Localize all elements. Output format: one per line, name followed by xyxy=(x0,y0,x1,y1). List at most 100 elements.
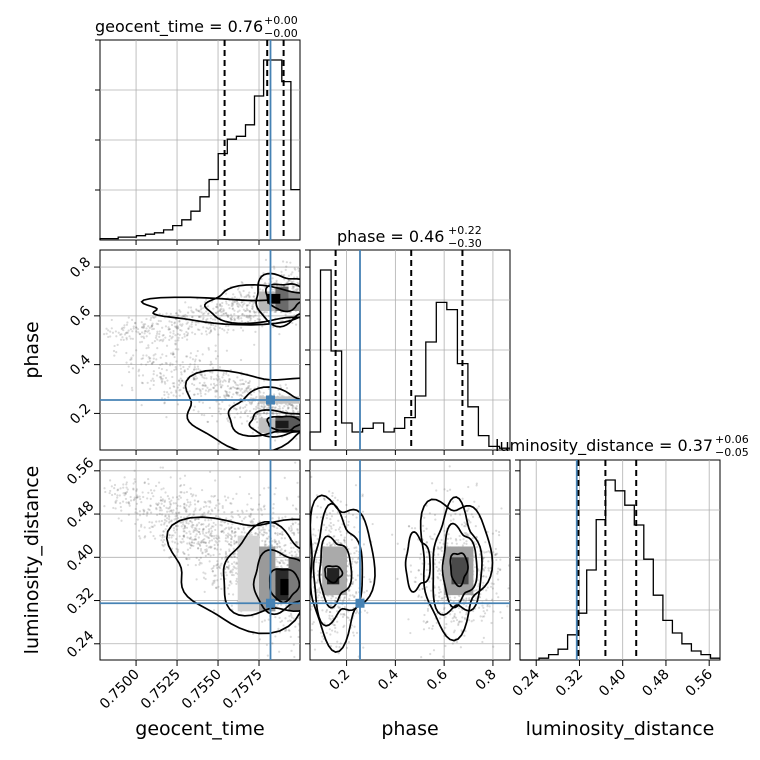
scatter-point xyxy=(166,510,169,513)
contour-group xyxy=(404,531,431,593)
scatter-point xyxy=(219,572,223,575)
scatter-point xyxy=(251,431,254,434)
scatter-point xyxy=(131,367,135,370)
scatter-point xyxy=(463,521,466,524)
scatter-point xyxy=(452,619,455,623)
scatter-point xyxy=(225,565,228,569)
scatter-point xyxy=(173,385,176,389)
scatter-point xyxy=(114,330,117,333)
scatter-point xyxy=(347,511,351,515)
scatter-point xyxy=(214,350,217,353)
scatter-point xyxy=(169,502,172,505)
scatter-point xyxy=(210,530,214,533)
scatter-point xyxy=(278,561,281,565)
scatter-point xyxy=(171,540,174,543)
scatter-point xyxy=(178,494,181,498)
scatter-point xyxy=(221,400,224,403)
scatter-point xyxy=(236,310,239,313)
scatter-point xyxy=(334,626,337,630)
scatter-point xyxy=(233,555,236,558)
scatter-point xyxy=(334,630,337,633)
scatter-point xyxy=(245,314,249,317)
scatter-point xyxy=(216,579,219,582)
scatter-point xyxy=(275,546,279,549)
scatter-point xyxy=(338,661,340,663)
scatter-point xyxy=(284,409,288,412)
scatter-point xyxy=(175,326,178,329)
scatter-point xyxy=(199,544,202,547)
scatter-point xyxy=(330,543,334,546)
scatter-point xyxy=(130,356,133,359)
scatter-point xyxy=(242,528,245,531)
scatter-point xyxy=(227,496,230,499)
scatter-point xyxy=(149,504,152,507)
scatter-point xyxy=(507,587,510,590)
scatter-point xyxy=(181,336,184,340)
scatter-point xyxy=(200,311,203,314)
scatter-point xyxy=(157,481,161,484)
scatter-point xyxy=(166,379,169,382)
scatter-point xyxy=(433,562,436,566)
scatter-point xyxy=(337,541,340,544)
scatter-point xyxy=(192,393,196,396)
scatter-point xyxy=(459,646,462,649)
scatter-point xyxy=(132,482,135,485)
scatter-point xyxy=(270,288,274,291)
scatter-point xyxy=(247,385,250,388)
scatter-point xyxy=(273,540,276,543)
scatter-point xyxy=(145,347,148,350)
scatter-point xyxy=(217,442,221,445)
scatter-point xyxy=(283,562,286,565)
scatter-point xyxy=(494,552,497,556)
scatter-point xyxy=(266,654,269,657)
scatter-point xyxy=(241,391,244,394)
scatter-point xyxy=(140,501,143,504)
scatter-point xyxy=(207,348,211,351)
scatter-point xyxy=(355,516,358,519)
scatter-point xyxy=(235,540,238,544)
scatter-point xyxy=(250,393,253,397)
y-tick-label: 0.32 xyxy=(64,585,97,618)
scatter-point xyxy=(294,521,297,524)
scatter-point xyxy=(182,534,185,538)
scatter-point xyxy=(280,394,284,397)
scatter-point xyxy=(182,551,185,554)
scatter-point xyxy=(124,491,127,495)
scatter-point xyxy=(148,520,151,524)
scatter-point xyxy=(272,507,275,510)
scatter-point xyxy=(180,525,183,528)
scatter-point xyxy=(131,388,134,392)
scatter-point xyxy=(458,620,462,623)
scatter-point xyxy=(169,476,172,479)
scatter-point xyxy=(249,514,252,517)
scatter-point xyxy=(202,306,205,309)
scatter-point xyxy=(444,644,447,648)
scatter-point xyxy=(296,543,299,546)
scatter-point xyxy=(417,569,420,572)
scatter-point xyxy=(135,488,139,491)
scatter-point xyxy=(189,520,192,523)
scatter-point xyxy=(196,349,199,353)
contour-line xyxy=(165,516,300,635)
scatter-point xyxy=(216,499,220,502)
scatter-point xyxy=(229,534,232,537)
scatter-point xyxy=(241,378,244,381)
scatter-point xyxy=(267,618,270,621)
scatter-point xyxy=(161,540,165,544)
scatter-point xyxy=(246,420,249,423)
scatter-point xyxy=(201,540,204,544)
scatter-point xyxy=(473,555,476,558)
scatter-point xyxy=(177,348,180,351)
scatter-point xyxy=(273,524,276,528)
scatter-point xyxy=(209,330,213,333)
scatter-point xyxy=(249,314,252,318)
scatter-point xyxy=(162,504,166,507)
truth-marker xyxy=(265,598,275,608)
scatter-point xyxy=(248,410,252,413)
scatter-point xyxy=(243,314,246,317)
scatter-point xyxy=(218,309,221,312)
scatter-point xyxy=(231,568,235,571)
scatter-point xyxy=(473,589,476,592)
scatter-point xyxy=(203,312,206,315)
scatter-point xyxy=(233,401,236,405)
